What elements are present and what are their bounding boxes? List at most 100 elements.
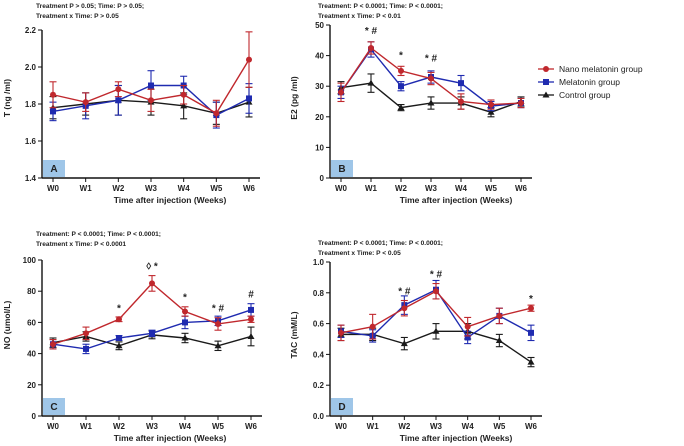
nano-melatonin-data-point [50,341,56,348]
legend-square-marker [543,79,549,85]
legend-item-control: Control group [538,90,611,100]
x-tick-label: W3 [425,184,438,193]
panel-badge [331,160,353,177]
legend: Nano melatonin group Melatonin group Con… [538,64,643,100]
panel-b: Treatment: P < 0.0001; Time: P < 0.0001;… [289,3,532,205]
x-tick-label: W0 [47,422,60,431]
control-data-point [400,340,408,347]
x-tick-label: W3 [430,422,443,431]
significance-marker: # [248,289,254,300]
x-tick-label: W6 [515,184,528,193]
y-tick-label: 2.0 [25,63,37,72]
control-data-point [397,104,405,111]
x-tick-label: W5 [493,422,506,431]
y-tick-label: 30 [315,82,324,91]
x-tick-label: W5 [212,422,225,431]
panel-badge [43,398,65,415]
panel-badge [331,398,353,415]
nano-melatonin-data-point [518,100,524,107]
legend-item-nano-melatonin: Nano melatonin group [538,64,643,74]
panel-letter: A [50,164,57,175]
x-tick-label: W1 [365,184,378,193]
legend-label: Control group [559,90,611,100]
melatonin-data-point [149,330,155,337]
control-data-point [487,108,495,115]
significance-marker: * [399,51,403,62]
control-data-point [367,79,375,86]
nano-melatonin-data-point [148,97,154,104]
panel-c-stats-line-1: Treatment: P < 0.0001; Time: P < 0.0001; [36,231,161,238]
y-tick-label: 50 [315,21,324,30]
melatonin-data-point [115,97,122,104]
nano-melatonin-data-point [369,323,376,330]
panel-c-y-axis-label: NO (umol/L) [2,301,12,350]
control-data-point [527,358,535,365]
nano-melatonin-data-point [50,91,56,98]
melatonin-data-point [458,80,464,87]
panel-c-x-axis-label: Time after injection (Weeks) [114,433,227,443]
x-tick-label: W6 [525,422,538,431]
control-data-point [427,99,435,106]
nano-melatonin-data-point [458,98,464,105]
legend-item-melatonin: Melatonin group [538,77,620,87]
x-tick-label: W2 [398,422,411,431]
x-tick-label: W0 [47,184,60,193]
y-tick-label: 80 [27,287,36,296]
panel-c-stats-line-2: Treatment x Time: P < 0.0001 [36,241,126,248]
nano-melatonin-data-point [496,312,503,319]
y-tick-label: 40 [315,52,324,61]
panel-letter: C [50,402,57,413]
x-tick-label: W6 [243,184,256,193]
nano-melatonin-data-point [215,320,221,327]
nano-melatonin-data-point [83,330,89,337]
y-tick-label: 1.0 [313,258,325,267]
x-tick-label: W3 [146,422,159,431]
y-tick-label: 0 [320,174,325,183]
y-tick-label: 100 [23,256,37,265]
panel-b-plot: 0 10 20 30 40 50 W0 W1 W2 W3 W4 W5 W6 B * # * * # [315,21,532,193]
nano-melatonin-data-point [528,305,534,312]
panel-a-plot: 1.4 1.6 1.8 2.0 2.2 W0 W1 W2 W3 W4 W5 W6 A [25,26,260,193]
melatonin-data-point [464,334,471,341]
x-tick-label: W4 [178,184,191,193]
x-tick-label: W4 [455,184,468,193]
nano-melatonin-data-point [464,323,471,330]
significance-marker: * # [430,269,443,280]
y-tick-label: 0 [32,412,37,421]
nano-melatonin-data-point [338,89,344,96]
panel-b-stats-line-1: Treatment: P < 0.0001; Time: P < 0.0001; [318,3,443,10]
legend-triangle-marker [542,91,550,98]
x-tick-label: W3 [145,184,158,193]
x-tick-label: W5 [210,184,223,193]
y-tick-label: 2.2 [25,26,37,35]
nano-melatonin-data-point [246,56,252,63]
x-tick-label: W0 [335,422,348,431]
melatonin-data-point [398,83,404,90]
significance-marker: * # [212,303,225,314]
melatonin-data-point [246,95,252,102]
panel-a-stats-line-2: Treatment x Time: P > 0.05 [36,13,119,20]
nano-melatonin-data-point [180,91,187,98]
panel-d-stats-line-1: Treatment: P < 0.0001; Time: P < 0.0001; [318,240,443,247]
control-data-point [495,337,503,344]
y-tick-label: 20 [315,113,324,122]
nano-melatonin-data-point [338,329,344,336]
y-tick-label: 40 [27,350,36,359]
melatonin-data-point [182,319,188,326]
nano-melatonin-data-point [82,99,89,106]
panel-b-x-axis-label: Time after injection (Weeks) [400,195,513,205]
y-tick-label: 20 [27,381,36,390]
legend-label: Melatonin group [559,77,620,87]
y-tick-label: 0.0 [313,412,325,421]
panel-a-x-axis-label: Time after injection (Weeks) [114,195,227,205]
significance-marker: * # [425,54,438,65]
nano-melatonin-data-point [248,316,254,323]
nano-melatonin-data-point [428,75,434,82]
y-tick-label: 1.8 [25,100,37,109]
panel-a-stats-line-1: Treatment P > 0.05; Time: P > 0.05; [36,3,144,10]
nano-melatonin-data-point [213,110,220,117]
panel-b-y-axis-label: E2 (pg /ml) [289,76,299,120]
nano-melatonin-data-point [401,305,408,312]
nano-melatonin-data-point [115,86,122,93]
